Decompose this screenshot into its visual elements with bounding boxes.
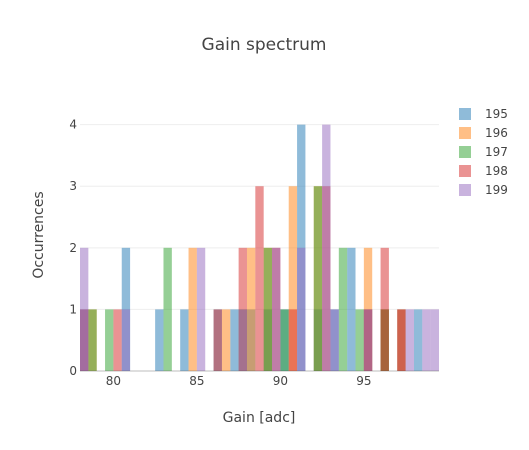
histogram-bar[interactable] — [397, 309, 406, 371]
legend-item-195[interactable]: 195 — [459, 107, 508, 121]
legend-swatch — [459, 146, 471, 158]
histogram-bar[interactable] — [380, 247, 389, 371]
legend-label: 199 — [485, 183, 508, 197]
histogram-bar[interactable] — [297, 247, 306, 371]
histogram-bar[interactable] — [255, 186, 264, 371]
legend-swatch — [459, 127, 471, 139]
x-tick-label: 95 — [356, 374, 371, 388]
y-axis-title: Occurrences — [31, 191, 47, 278]
histogram-bars — [80, 124, 439, 372]
legend-item-199[interactable]: 199 — [459, 183, 508, 197]
y-tick-label: 4 — [69, 118, 77, 132]
histogram-bar[interactable] — [88, 309, 97, 371]
histogram-bar[interactable] — [246, 247, 256, 371]
histogram-bar[interactable] — [196, 247, 206, 371]
histogram-bar[interactable] — [263, 247, 273, 371]
legend-label: 195 — [485, 107, 508, 121]
histogram-bar[interactable] — [347, 247, 356, 371]
series-199-bars — [80, 124, 439, 372]
legend-item-196[interactable]: 196 — [459, 126, 508, 140]
histogram-bar[interactable] — [213, 309, 222, 371]
x-tick-label: 85 — [189, 374, 204, 388]
histogram-bar[interactable] — [322, 124, 331, 372]
histogram-bar[interactable] — [313, 186, 323, 371]
histogram-bar[interactable] — [155, 309, 164, 371]
histogram-bar[interactable] — [288, 309, 298, 371]
legend-item-198[interactable]: 198 — [459, 164, 508, 178]
histogram-bar[interactable] — [121, 309, 131, 371]
legend-swatch — [459, 108, 471, 120]
histogram-bar[interactable] — [413, 309, 423, 371]
legend-swatch — [459, 184, 471, 196]
y-tick-label: 3 — [69, 179, 77, 193]
y-tick-label: 1 — [69, 302, 77, 316]
legend-label: 198 — [485, 164, 508, 178]
histogram-bar[interactable] — [113, 309, 122, 371]
histogram-bar[interactable] — [422, 309, 431, 371]
legend-label: 197 — [485, 145, 508, 159]
x-axis-title: Gain [adc] — [223, 410, 296, 426]
histogram-bar[interactable] — [163, 247, 172, 371]
x-tick-label: 90 — [273, 374, 288, 388]
histogram-bar[interactable] — [188, 247, 197, 371]
histogram-bar[interactable] — [238, 309, 247, 371]
legend-swatch — [459, 165, 471, 177]
y-tick-label: 2 — [69, 241, 77, 255]
x-tick-label: 80 — [106, 374, 121, 388]
y-tick-label: 0 — [69, 364, 77, 378]
histogram-bar[interactable] — [430, 309, 439, 371]
chart-title: Gain spectrum — [202, 35, 327, 55]
histogram-bar[interactable] — [105, 309, 114, 371]
histogram-bar[interactable] — [330, 309, 339, 371]
histogram-bar[interactable] — [230, 309, 239, 371]
legend-item-197[interactable]: 197 — [459, 145, 508, 159]
histogram-bar[interactable] — [221, 309, 231, 371]
histogram-bar[interactable] — [280, 309, 289, 371]
histogram-bar[interactable] — [80, 247, 89, 371]
histogram-bar[interactable] — [288, 186, 298, 371]
histogram-bar[interactable] — [355, 309, 364, 371]
legend-label: 196 — [485, 126, 508, 140]
histogram-bar[interactable] — [272, 247, 281, 371]
histogram-bar[interactable] — [405, 309, 414, 371]
histogram-bar[interactable] — [363, 309, 373, 371]
axes: 0 1 2 3 4 80 85 90 95 — [69, 118, 439, 388]
histogram-bar[interactable] — [180, 309, 189, 371]
legend[interactable]: 195 196 197 198 199 — [459, 107, 508, 197]
histogram-bar[interactable] — [338, 247, 348, 371]
